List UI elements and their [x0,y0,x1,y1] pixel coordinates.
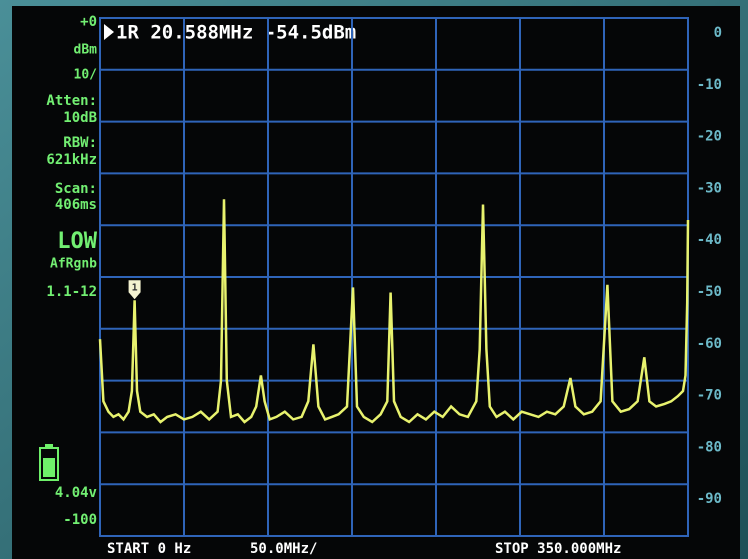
status-label: 10/ [74,68,98,83]
status-label: dBm [74,43,98,58]
y-tick-label: -20 [697,129,722,145]
status-label: RBW: [63,135,97,151]
y-tick-label: -70 [697,388,722,404]
status-label: Atten: [46,93,97,109]
display [12,6,740,559]
status-label: 4.04v [55,485,97,501]
y-tick-label: -10 [697,77,722,93]
status-label: 1.1-12 [46,284,97,300]
status-label: 621kHz [46,152,97,168]
y-tick-label: -60 [697,336,722,352]
y-tick-label: -80 [697,439,722,455]
status-label: 406ms [55,197,97,213]
scale-label: 50.0MHz/ [250,541,317,557]
status-label: 10dB [63,110,97,126]
status-label: -100 [63,512,97,528]
y-tick-label: 0 [714,25,722,41]
y-tick-label: -30 [697,180,722,196]
y-tick-label: -50 [697,284,722,300]
status-label: AfRgnb [50,257,97,272]
start-label: START 0 Hz [107,541,191,557]
marker-label: 1 [132,282,138,293]
stop-label: STOP 350.000MHz [495,541,621,557]
marker-readout: 1R 20.588MHz -54.5dBm [116,22,356,44]
y-tick-label: -40 [697,232,722,248]
y-tick-label: -90 [697,491,722,507]
status-label: LOW [57,229,97,254]
status-label: +0 [80,14,97,30]
status-label: Scan: [55,181,97,197]
screen-photo: 1R 20.588MHz -54.5dBm START 0 Hz 50.0MHz… [0,0,748,559]
